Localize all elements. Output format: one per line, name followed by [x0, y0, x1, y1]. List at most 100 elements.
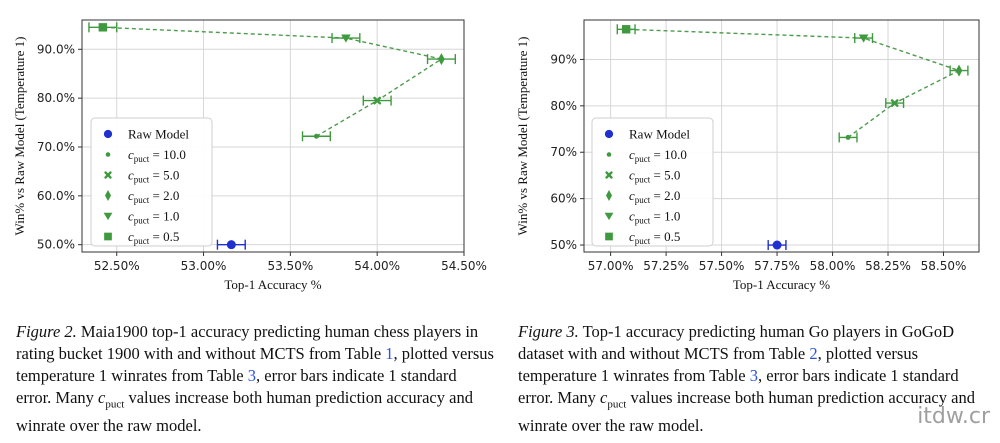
- legend-label: cpuct = 5.0: [629, 168, 680, 185]
- legend-marker: [606, 152, 612, 157]
- legend-marker: [104, 232, 112, 241]
- legend-subscript: puct: [635, 195, 651, 205]
- legend-marker: [605, 171, 613, 179]
- watermark: itdw.cr: [917, 404, 990, 429]
- data-point-square: [98, 23, 108, 32]
- x-tick-label: 57.25%: [643, 259, 689, 273]
- legend-label: cpuct = 5.0: [128, 168, 179, 185]
- x-tick-label: 58.50%: [921, 259, 967, 273]
- y-tick-label: 80%: [550, 99, 577, 113]
- marker-stroke: [890, 99, 899, 107]
- legend-label: cpuct = 10.0: [128, 147, 186, 164]
- y-tick-label: 50.0%: [37, 238, 75, 252]
- legend-value: = 10.0: [149, 147, 186, 162]
- figure-2-chart: 52.50% 53.00% 53.50% 54.00% 54.50% 50.0% 60.0%…: [12, 19, 487, 292]
- x-axis-label: Top-1 Accuracy %: [224, 277, 321, 292]
- data-point-x: [373, 96, 382, 105]
- caption-text: , error bars indicate 1 standard error. …: [16, 366, 457, 407]
- table-reference-link[interactable]: 1: [385, 344, 394, 363]
- legend-symbol: c: [128, 147, 134, 162]
- cpuct-symbol: c: [600, 388, 608, 407]
- caption-text: , error bars indicate 1 standard error. …: [518, 366, 959, 407]
- data-point-diamond: [438, 53, 445, 66]
- legend-marker: [604, 129, 614, 139]
- cpuct-subscript: puct: [607, 398, 627, 411]
- legend-marker: [104, 171, 112, 179]
- data-point-dot: [845, 134, 851, 140]
- legend-value: = 0.5: [149, 229, 179, 244]
- legend-subscript: puct: [635, 175, 651, 185]
- legend-label: Raw Model: [629, 127, 690, 142]
- legend-subscript: puct: [134, 216, 150, 226]
- legend-marker: [104, 190, 112, 201]
- data-point-x: [890, 99, 899, 107]
- x-tick-label: 58.25%: [865, 259, 911, 273]
- x-tick-label: 57.50%: [699, 259, 745, 273]
- table-reference-link[interactable]: 3: [247, 366, 256, 385]
- x-tick-label: 57.00%: [588, 259, 634, 273]
- legend-subscript: puct: [134, 175, 150, 185]
- x-tick-label: 52.50%: [94, 259, 140, 273]
- legend-label: cpuct = 1.0: [629, 209, 680, 226]
- x-tick-label: 58.00%: [810, 259, 856, 273]
- legend-symbol: c: [128, 229, 134, 244]
- legend-marker: [103, 129, 113, 139]
- legend-box: [90, 117, 213, 247]
- legend-value: = 5.0: [149, 168, 179, 183]
- caption-text: values increase both human prediction ac…: [16, 388, 473, 436]
- y-tick-label: 50%: [550, 238, 577, 252]
- y-tick-label: 80.0%: [37, 91, 75, 105]
- legend-label: Raw Model: [128, 127, 189, 142]
- y-tick-label: 90.0%: [37, 42, 75, 56]
- legend-label: cpuct = 10.0: [629, 147, 687, 164]
- data-point-diamond: [955, 64, 963, 77]
- figure-3-chart: 57.00% 57.25% 57.50% 57.75% 58.00% 58.25% 58.5…: [515, 19, 980, 292]
- legend-marker: [105, 152, 111, 157]
- table-reference-link[interactable]: 3: [749, 366, 758, 385]
- y-tick-label: 70%: [550, 145, 577, 159]
- legend-symbol: c: [629, 188, 635, 203]
- figure-3-caption: Figure 3. Top-1 accuracy predicting huma…: [518, 321, 990, 437]
- legend-symbol: c: [128, 168, 134, 183]
- legend-label: cpuct = 0.5: [128, 229, 179, 246]
- figure-2-caption: Figure 2. Maia1900 top-1 accuracy predic…: [16, 321, 494, 437]
- series-connecting-line: [102, 26, 444, 137]
- y-tick-label: 90%: [550, 52, 577, 66]
- legend-symbol: c: [128, 188, 134, 203]
- caption-text: , plotted versus temperature 1 winrates …: [16, 344, 494, 385]
- legend-symbol: c: [128, 209, 134, 224]
- legend-marker: [604, 212, 614, 221]
- table-reference-link[interactable]: 2: [809, 344, 818, 363]
- legend-label: cpuct = 0.5: [629, 229, 680, 246]
- y-axis-label: Win% vs Raw Model (Temperature 1): [515, 37, 530, 236]
- legend-subscript: puct: [134, 154, 150, 164]
- data-point-raw-model: [226, 240, 236, 250]
- data-point-dot: [313, 133, 319, 139]
- legend-value: = 1.0: [650, 209, 680, 224]
- caption-figure-label: Figure 2.: [16, 322, 77, 341]
- cpuct-symbol: c: [98, 388, 106, 407]
- x-tick-label: 53.00%: [181, 259, 227, 273]
- y-tick-label: 60%: [550, 192, 577, 206]
- caption-text: Maia1900 top-1 accuracy predicting human…: [16, 322, 479, 363]
- plot-frame: [583, 19, 980, 253]
- data-point-triangle-down: [858, 34, 869, 43]
- data-point-triangle-down: [341, 34, 351, 43]
- plot-frame: [81, 19, 465, 253]
- caption-text: Top-1 accuracy predicting human Go playe…: [518, 322, 954, 363]
- legend-label: cpuct = 2.0: [128, 188, 179, 205]
- legend-value: = 0.5: [650, 229, 680, 244]
- legend-subscript: puct: [635, 236, 651, 246]
- figure-3-panel: 57.00% 57.25% 57.50% 57.75% 58.00% 58.25% 58.5…: [500, 0, 1000, 443]
- legend-value: = 10.0: [650, 147, 687, 162]
- legend-subscript: puct: [134, 195, 150, 205]
- x-tick-label: 57.75%: [754, 259, 800, 273]
- legend-value: = 2.0: [650, 188, 680, 203]
- data-point-raw-model: [772, 240, 782, 250]
- legend-label: cpuct = 2.0: [629, 188, 680, 205]
- legend-symbol: c: [629, 168, 635, 183]
- y-tick-label: 70.0%: [37, 140, 75, 154]
- legend-subscript: puct: [635, 154, 651, 164]
- data-point-square: [621, 25, 631, 34]
